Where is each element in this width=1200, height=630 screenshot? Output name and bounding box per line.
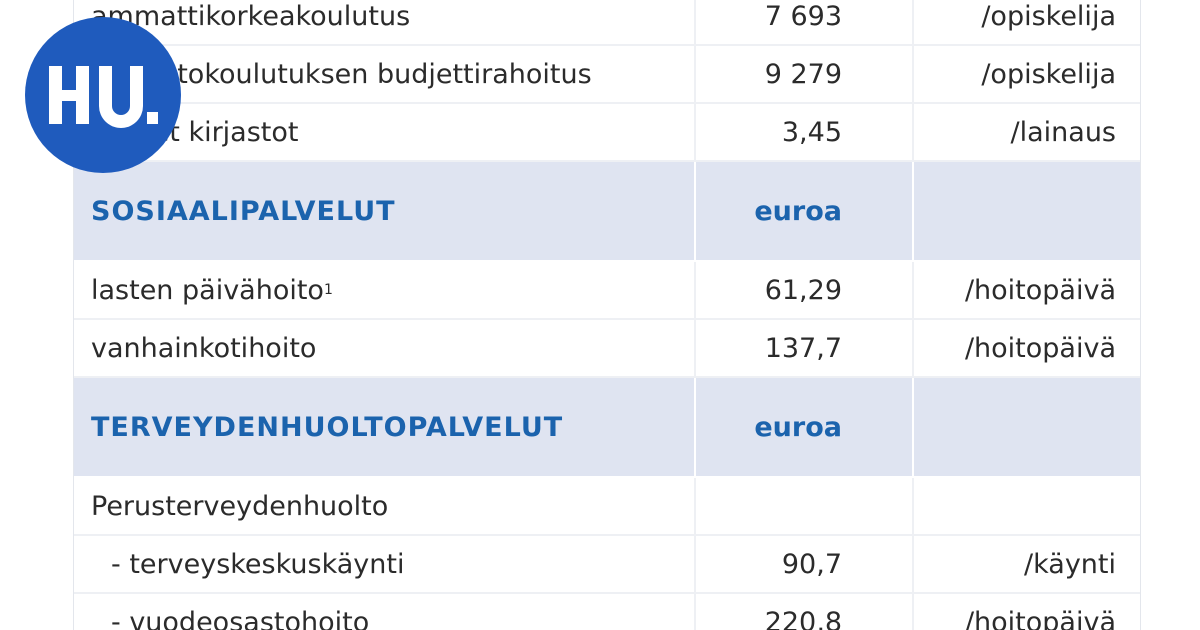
row-label-text: Perusterveydenhuolto [91, 490, 389, 522]
table-row: vanhainkotihoito 137,7/hoitopäivä [74, 320, 1140, 378]
table-row: - terveyskeskuskäynti 90,7/käynti [74, 536, 1140, 594]
row-label-text: vanhainkotihoito [91, 332, 317, 364]
row-label-text: SOSIAALIPALVELUT [91, 195, 396, 227]
row-value: 9 279 [696, 46, 914, 102]
row-unit [914, 162, 1140, 260]
row-label: ammattikorkeakoulutus [74, 0, 696, 44]
row-value: 7 693 [696, 0, 914, 44]
section-title: SOSIAALIPALVELUT [74, 162, 696, 260]
row-value: 61,29 [696, 262, 914, 318]
row-label: - vuodeosastohoito [74, 594, 696, 630]
row-unit: /opiskelija [981, 58, 1116, 90]
table-row: lasten päivähoito 1 61,29/hoitopäivä [74, 262, 1140, 320]
section-unit-header: euroa [696, 378, 914, 476]
section-header-row: SOSIAALIPALVELUT euroa [74, 162, 1140, 262]
row-value: 90,7 [696, 536, 914, 592]
row-label-text: TERVEYDENHUOLTOPALVELUT [91, 411, 564, 443]
section-header-row: TERVEYDENHUOLTOPALVELUT euroa [74, 378, 1140, 478]
row-unit: /lainaus [1010, 116, 1116, 148]
table-row: yleiset kirjastot 3,45/lainaus [74, 104, 1140, 162]
row-unit: /hoitopäivä [964, 332, 1116, 364]
row-label-text: ammattikorkeakoulutus [91, 0, 411, 32]
row-unit: /käynti [1024, 548, 1116, 580]
row-unit: /hoitopäivä [964, 606, 1116, 630]
table-row: yliopistokoulutuksen budjettirahoitus 9 2… [74, 46, 1140, 104]
row-unit [914, 378, 1140, 476]
row-label: - terveyskeskuskäynti [74, 536, 696, 592]
row-label-text: - vuodeosastohoito [111, 606, 370, 630]
hu-logo-wordmark [49, 66, 158, 128]
row-value: 3,45 [696, 104, 914, 160]
row-label: Perusterveydenhuolto [74, 478, 696, 534]
table-row: Perusterveydenhuolto [74, 478, 1140, 536]
row-value: 220,8 [696, 594, 914, 630]
row-value: 137,7 [696, 320, 914, 376]
row-label-text: - terveyskeskuskäynti [111, 548, 405, 580]
section-unit-header: euroa [696, 162, 914, 260]
hu-logo [25, 17, 181, 173]
row-unit: /hoitopäivä [964, 274, 1116, 306]
row-label: lasten päivähoito 1 [74, 262, 696, 318]
row-label: vanhainkotihoito [74, 320, 696, 376]
section-title: TERVEYDENHUOLTOPALVELUT [74, 378, 696, 476]
row-value [696, 478, 914, 534]
row-unit [914, 478, 1140, 534]
row-unit: /opiskelija [981, 0, 1116, 32]
table-row: - vuodeosastohoito 220,8/hoitopäivä [74, 594, 1140, 630]
table-row: ammattikorkeakoulutus 7 693/opiskelija [74, 0, 1140, 46]
cost-table: ammattikorkeakoulutus 7 693/opiskelija yli… [73, 0, 1141, 630]
row-label-text: lasten päivähoito [91, 274, 324, 306]
